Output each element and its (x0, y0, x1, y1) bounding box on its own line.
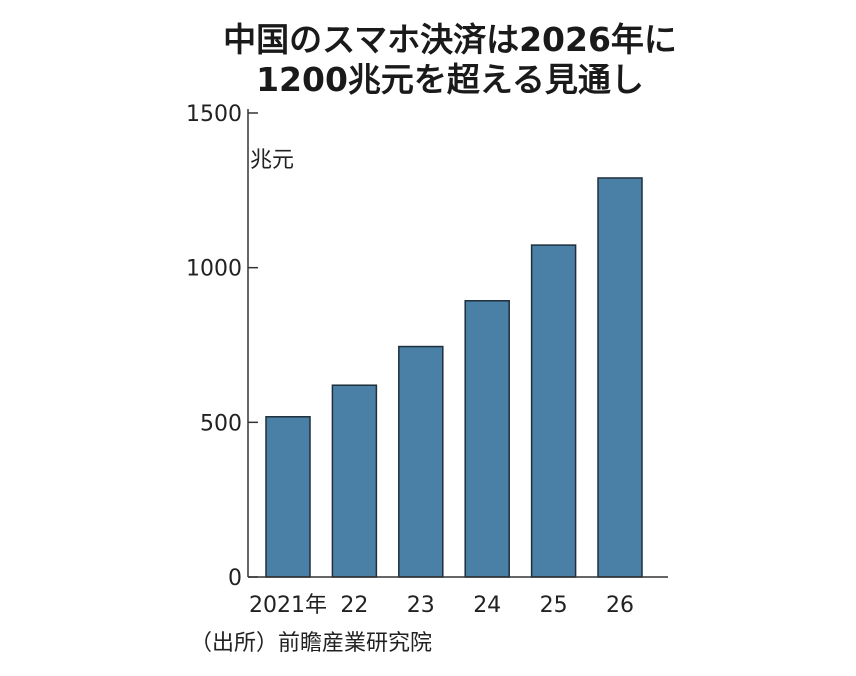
y-tick-label-0: 0 (228, 566, 242, 591)
bar-5 (597, 177, 643, 578)
bar-2 (398, 345, 444, 578)
y-tick-label-3: 1500 (186, 102, 242, 127)
source-note: （出所）前瞻産業研究院 (190, 631, 433, 656)
bar-4 (530, 244, 577, 578)
bars-group (265, 177, 643, 578)
bar-3 (464, 300, 510, 578)
x-category-label-3: 24 (473, 593, 501, 618)
y-axis-unit-label: 兆元 (250, 148, 295, 173)
x-category-label-0: 2021年 (249, 593, 327, 618)
chart-title-line-1: 中国のスマホ決済は2026年に (223, 20, 677, 59)
y-tick-label-2: 1000 (186, 257, 242, 282)
y-tick-label-1: 500 (200, 411, 242, 436)
bar-1 (331, 384, 378, 578)
bar-0 (265, 416, 311, 578)
x-category-label-2: 23 (407, 593, 435, 618)
x-category-label-1: 22 (340, 593, 368, 618)
x-categories-group: 2021年 22 23 24 25 26 (249, 593, 634, 618)
y-ticks-group: 0 500 1000 1500 (186, 102, 258, 591)
x-category-label-4: 25 (540, 593, 568, 618)
axes-group (247, 109, 668, 578)
chart-title-line-2: 1200兆元を超える見通し (256, 60, 644, 99)
x-category-label-5: 26 (606, 593, 634, 618)
